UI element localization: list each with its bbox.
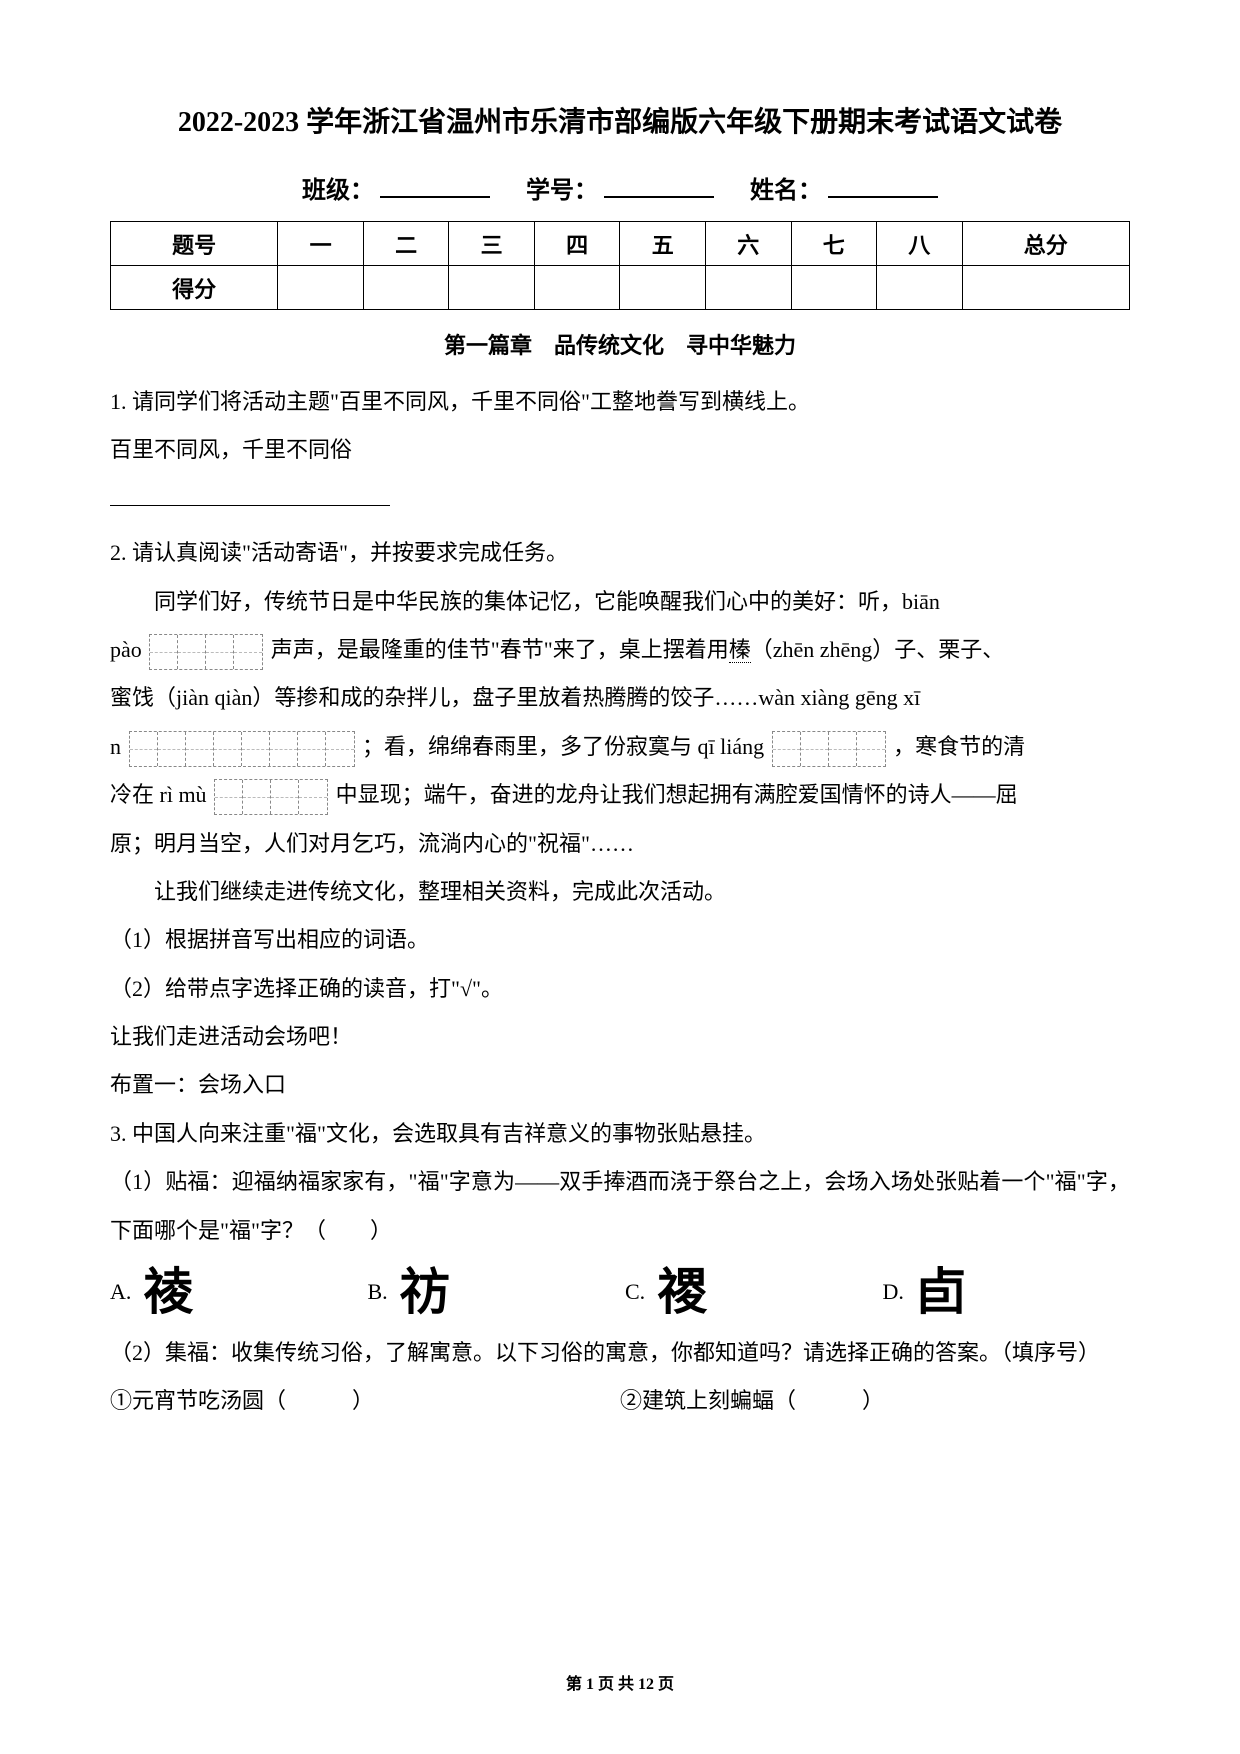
score-cell[interactable] [449, 266, 535, 310]
q2-p1d: （zhēn zhēng）子、栗子、 [751, 637, 1005, 662]
footer-prefix: 第 [566, 1676, 586, 1693]
score-cell[interactable] [534, 266, 620, 310]
name-blank[interactable] [828, 174, 938, 198]
col-header: 四 [534, 222, 620, 266]
pinyin-write-box[interactable] [772, 731, 886, 767]
col-header: 六 [705, 222, 791, 266]
score-cell[interactable] [363, 266, 449, 310]
transition-text: 让我们走进活动会场吧！ 布置一：会场入口 [110, 1013, 1130, 1110]
col-header: 一 [278, 222, 364, 266]
seal-glyph-icon: 禝 [657, 1267, 707, 1317]
q2-p1f: n [110, 734, 121, 759]
q2-p1e: 蜜饯（jiàn qiàn）等掺和成的杂拌儿，盘子里放着热腾腾的饺子……wàn x… [110, 685, 920, 710]
q2-p1a: 同学们好，传统节日是中华民族的集体记忆，它能唤醒我们心中的美好：听，biān [154, 589, 940, 614]
q2-lead: 请认真阅读"活动寄语"，并按要求完成任务。 [132, 540, 568, 565]
pinyin-write-box[interactable] [129, 731, 355, 767]
question-2: 2. 请认真阅读"活动寄语"，并按要求完成任务。 同学们好，传统节日是中华民族的… [110, 529, 1130, 1013]
option-b[interactable]: B. 祊 [368, 1267, 616, 1317]
question-3: 3. 中国人向来注重"福"文化，会选取具有吉祥意义的事物张贴悬挂。 （1）贴福：… [110, 1110, 1130, 1426]
q3-lead: 中国人向来注重"福"文化，会选取具有吉祥意义的事物张贴悬挂。 [132, 1121, 766, 1146]
section-heading: 第一篇章 品传统文化 寻中华魅力 [110, 328, 1130, 360]
q2-sub1: （1）根据拼音写出相应的词语。 [110, 916, 1130, 964]
student-id-blank[interactable] [604, 174, 714, 198]
q2-p1i: 冷在 rì mù [110, 782, 207, 807]
table-row: 题号 一 二 三 四 五 六 七 八 总分 [111, 222, 1130, 266]
q1-text: 请同学们将活动主题"百里不同风，千里不同俗"工整地誊写到横线上。 [132, 389, 810, 414]
page-footer: 第 1 页 共 12 页 [0, 1670, 1240, 1694]
exam-title: 2022-2023 学年浙江省温州市乐清市部编版六年级下册期末考试语文试卷 [110, 100, 1130, 140]
pinyin-write-box[interactable] [149, 634, 263, 670]
footer-total: 12 [638, 1676, 654, 1693]
score-cell[interactable] [877, 266, 963, 310]
transition1: 让我们走进活动会场吧！ [110, 1013, 1130, 1061]
option-label: D. [883, 1268, 904, 1316]
score-cell[interactable] [278, 266, 364, 310]
footer-suffix: 页 [654, 1676, 674, 1693]
option-c[interactable]: C. 禝 [625, 1267, 873, 1317]
q3-sub1: （1）贴福：迎福纳福家家有，"福"字意为——双手捧酒而浇于祭台之上，会场入场处张… [110, 1158, 1130, 1255]
class-blank[interactable] [380, 174, 490, 198]
q2-p1g: ；看，绵绵春雨里，多了份寂寞与 qī liáng [362, 734, 764, 759]
q1-answer-line[interactable] [110, 484, 390, 506]
col-header: 五 [620, 222, 706, 266]
student-info-line: 班级： 学号： 姓名： [110, 170, 1130, 205]
footer-mid: 页 共 [594, 1676, 638, 1693]
option-label: A. [110, 1268, 131, 1316]
q1-copy-text: 百里不同风，千里不同俗 [110, 426, 1130, 474]
question-1: 1. 请同学们将活动主题"百里不同风，千里不同俗"工整地誊写到横线上。 百里不同… [110, 378, 1130, 523]
pinyin-write-box[interactable] [214, 779, 328, 815]
q2-p2: 让我们继续走进传统文化，整理相关资料，完成此次活动。 [110, 868, 1130, 916]
layout1: 布置一：会场入口 [110, 1061, 1130, 1109]
seal-glyph-icon: 卣 [916, 1267, 966, 1317]
q3-item2: ②建筑上刻蝙蝠（ ） [620, 1377, 1130, 1425]
q1-num: 1. [110, 389, 132, 414]
option-label: B. [368, 1268, 388, 1316]
q3-item1: ①元宵节吃汤圆（ ） [110, 1377, 620, 1425]
col-header: 二 [363, 222, 449, 266]
q2-num: 2. [110, 540, 132, 565]
score-cell[interactable] [705, 266, 791, 310]
student-id-label: 学号： [526, 170, 598, 205]
option-d[interactable]: D. 卣 [883, 1267, 1131, 1317]
q2-p1b: pào [110, 637, 142, 662]
score-cell[interactable] [962, 266, 1129, 310]
score-cell[interactable] [791, 266, 877, 310]
col-header: 八 [877, 222, 963, 266]
score-cell[interactable] [620, 266, 706, 310]
class-label: 班级： [302, 170, 374, 205]
col-header: 题号 [111, 222, 278, 266]
seal-glyph-icon: 祊 [400, 1267, 450, 1317]
q3-sub2: （2）集福：收集传统习俗，了解寓意。以下习俗的寓意，你都知道吗？请选择正确的答案… [110, 1329, 1130, 1377]
row-label: 得分 [111, 266, 278, 310]
col-header: 七 [791, 222, 877, 266]
q3-num: 3. [110, 1121, 132, 1146]
q2-p1c: 声声，是最隆重的佳节"春节"来了，桌上摆着用 [271, 637, 729, 662]
q2-p1j: 中显现；端午，奋进的龙舟让我们想起拥有满腔爱国情怀的诗人——屈 [336, 782, 1018, 807]
q2-p1h: ，寒食节的清 [893, 734, 1025, 759]
col-header: 总分 [962, 222, 1129, 266]
q2-p1k: 原；明月当空，人们对月乞巧，流淌内心的"祝福"…… [110, 831, 634, 856]
footer-page: 1 [586, 1676, 594, 1693]
seal-glyph-icon: 祾 [143, 1267, 193, 1317]
option-label: C. [625, 1268, 645, 1316]
score-table: 题号 一 二 三 四 五 六 七 八 总分 得分 [110, 221, 1130, 310]
q3-options-row: A. 祾 B. 祊 C. 禝 D. 卣 [110, 1267, 1130, 1317]
q2-sub2: （2）给带点字选择正确的读音，打"√"。 [110, 965, 1130, 1013]
col-header: 三 [449, 222, 535, 266]
option-a[interactable]: A. 祾 [110, 1267, 358, 1317]
name-label: 姓名： [750, 170, 822, 205]
table-row: 得分 [111, 266, 1130, 310]
dotted-char: 榛 [729, 637, 751, 663]
